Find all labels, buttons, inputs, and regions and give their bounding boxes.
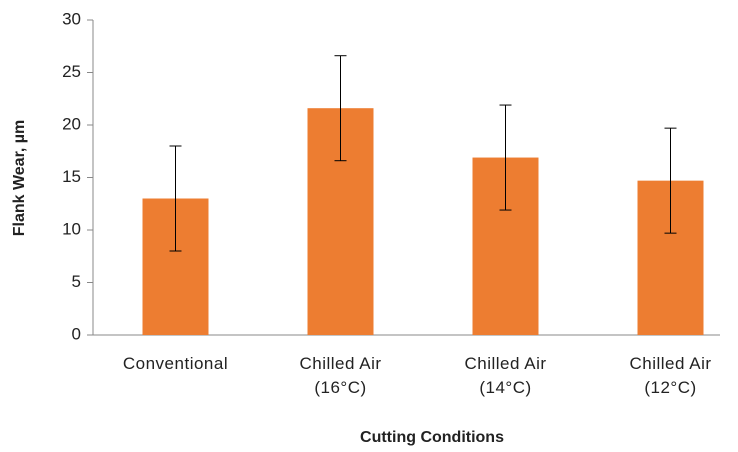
y-axis-title: Flank Wear, µm: [11, 120, 28, 237]
y-tick-label: 0: [72, 324, 81, 343]
y-tick-label: 20: [62, 114, 81, 133]
y-tick-label: 5: [72, 272, 81, 291]
x-axis-title: Cutting Conditions: [360, 429, 504, 446]
y-tick-label: 25: [62, 62, 81, 81]
x-tick-label: Chilled Air (14°C): [464, 354, 547, 397]
y-tick-label: 30: [62, 9, 81, 28]
x-tick-label: Chilled Air (16°C): [299, 354, 382, 397]
y-tick-label: 15: [62, 167, 81, 186]
x-tick-label: Conventional: [122, 354, 229, 373]
y-tick-label: 10: [62, 219, 81, 238]
x-tick-label: Chilled Air (12°C): [629, 354, 712, 397]
